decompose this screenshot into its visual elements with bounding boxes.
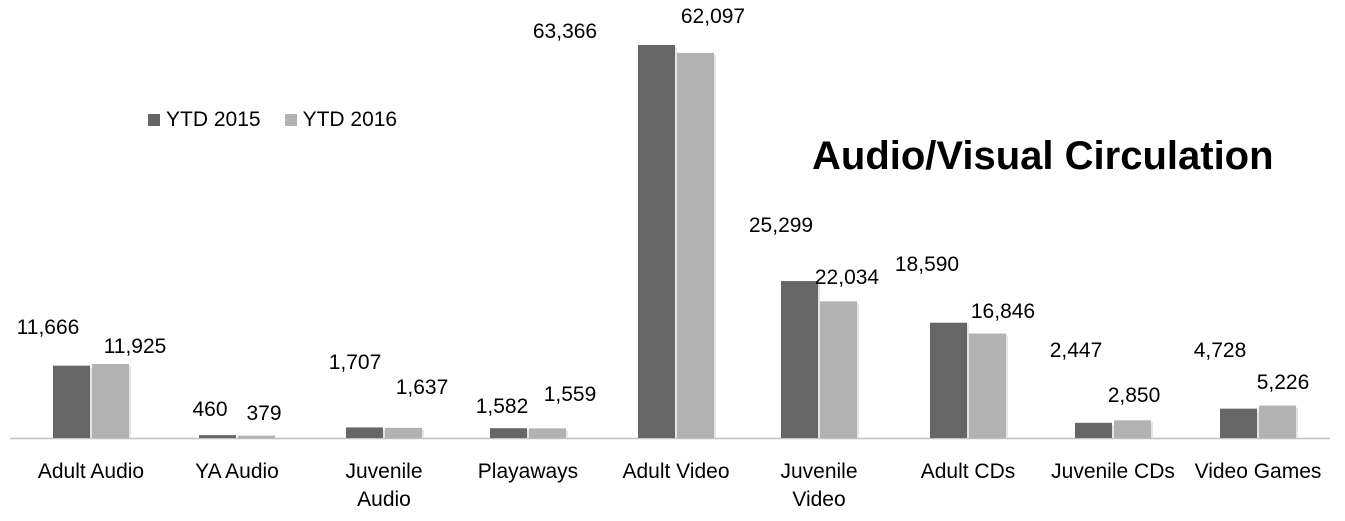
bar-2016-adult-video [677,52,714,438]
bar-2016-adult-cds [969,333,1006,438]
chart-title: Audio/Visual Circulation [812,134,1274,178]
x-tick-label: Video Games [1194,460,1322,483]
x-tick-label: Adult Video [622,460,730,483]
data-label-2015: 11,666 [17,316,80,339]
data-label-2015: 1,582 [476,395,529,418]
legend-swatch-2015 [148,114,160,126]
data-label-2016: 1,559 [544,383,597,406]
bar-2015-video-games [1220,408,1257,438]
legend-item-2016: YTD 2016 [284,108,398,132]
data-label-2015: 460 [192,398,227,421]
data-label-2015: 18,590 [895,253,959,276]
bar-2015-adult-cds [930,322,967,438]
data-label-2016: 22,034 [815,266,880,289]
x-tick-label: Adult CDs [920,460,1016,483]
legend-label-2016: YTD 2016 [302,108,398,131]
bar-2016-ya-audio [238,435,275,438]
data-label-2016: 11,925 [104,335,167,358]
bar-2016-video-games [1259,405,1296,438]
bar-2015-juvenile-cds [1075,422,1112,438]
data-label-2015: 4,728 [1194,339,1247,362]
x-tick-label: Adult Audio [37,460,145,483]
bar-2015-adult-video [638,45,675,438]
data-label-2016: 1,637 [396,376,449,399]
bar-2016-juvenile-audio [385,427,422,438]
data-label-2016: 5,226 [1257,371,1310,394]
bar-2016-juvenile-cds [1114,420,1151,438]
x-tick-label: Juvenile Video [780,460,858,511]
data-label-2016: 62,097 [681,5,745,28]
legend-swatch-2016 [284,114,297,126]
data-label-2015: 1,707 [329,351,382,374]
data-label-2015: 25,299 [749,214,813,237]
bar-2016-juvenile-video [820,301,857,438]
data-label-2016: 16,846 [971,300,1035,323]
x-tick-label: Playaways [477,460,579,483]
data-label-2015: 63,366 [533,20,597,43]
bar-2016-adult-audio [92,364,129,438]
data-label-2016: 379 [246,402,281,425]
legend-item-2015: YTD 2015 [148,108,261,132]
data-label-2016: 2,850 [1108,384,1161,407]
bar-2015-juvenile-audio [346,427,383,438]
bar-2015-juvenile-video [781,281,818,438]
legend-label-2015: YTD 2015 [166,108,261,131]
bar-2016-playaways [529,428,566,438]
bar-2015-ya-audio [199,435,236,438]
data-label-2015: 2,447 [1050,339,1103,362]
bar-2015-playaways [490,428,527,438]
legend: YTD 2015 YTD 2016 [148,108,421,132]
x-tick-label: Juvenile CDs [1051,460,1175,483]
x-tick-label: Juvenile Audio [345,460,423,511]
bar-2015-adult-audio [53,365,90,438]
x-tick-label: YA Audio [195,460,279,483]
